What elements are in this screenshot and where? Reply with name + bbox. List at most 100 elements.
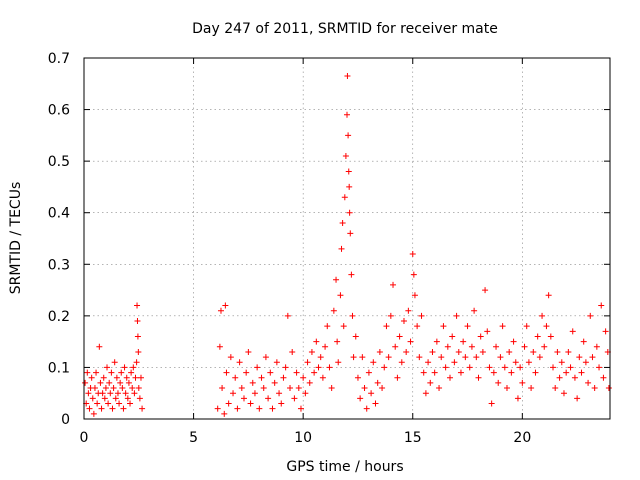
data-point [89,395,96,402]
data-point [352,333,359,340]
data-point [442,364,449,371]
data-point [82,379,89,386]
x-tick-label: 0 [80,430,89,446]
data-point [508,369,515,376]
data-point [135,348,142,355]
data-point [521,343,528,350]
data-point [400,318,407,325]
data-point [602,328,609,335]
data-point [422,390,429,397]
data-point [91,385,98,392]
data-point [278,400,285,407]
data-point [525,359,532,366]
data-point [223,369,230,376]
data-point [405,307,412,314]
data-point [245,348,252,355]
y-tick-label: 0.3 [48,257,70,273]
data-point [127,400,134,407]
x-tick-label: 20 [513,430,531,446]
data-point [578,369,585,376]
data-point [457,369,464,376]
data-point [118,369,125,376]
data-point [291,395,298,402]
data-point [591,385,598,392]
data-point [88,374,95,381]
data-point [379,385,386,392]
data-point [243,369,250,376]
data-point [105,400,112,407]
data-point [94,400,101,407]
data-point [359,354,366,361]
data-point [107,390,114,397]
data-point [390,281,397,288]
data-point [376,348,383,355]
data-point [258,374,265,381]
data-point [460,338,467,345]
data-point [420,369,427,376]
data-point [580,338,587,345]
data-point [338,245,345,252]
data-point [104,364,111,371]
data-point [330,307,337,314]
data-point [462,354,469,361]
y-tick-label: 0.6 [48,103,70,119]
data-point [587,312,594,319]
data-point [438,354,445,361]
data-point [556,374,563,381]
data-point [121,364,128,371]
data-point [344,111,350,118]
data-point [131,390,138,397]
data-point [383,323,390,330]
data-point [560,390,567,397]
data-point [293,369,300,376]
data-point [547,333,554,340]
data-point [101,395,108,402]
data-point [374,379,381,386]
data-point [455,348,462,355]
data-point [262,354,269,361]
data-point [287,385,294,392]
data-point [563,369,570,376]
data-point [410,271,417,278]
data-point [398,359,405,366]
data-point [112,395,119,402]
data-point [319,374,326,381]
data-point [585,379,592,386]
data-point [273,359,280,366]
data-point [387,312,394,319]
data-point [289,348,296,355]
data-point [122,390,129,397]
data-point [129,385,136,392]
data-point [96,343,103,350]
data-point [109,405,116,412]
data-point [106,379,113,386]
data-point [453,312,460,319]
data-point [484,328,491,335]
data-point [134,333,141,340]
data-point [297,405,304,412]
data-point [468,343,475,350]
data-point [328,385,335,392]
data-point [349,312,356,319]
data-point [403,348,410,355]
data-point [276,390,283,397]
data-point [514,395,521,402]
data-point [381,364,388,371]
data-point [354,374,361,381]
data-point [477,333,484,340]
data-point [545,292,552,299]
data-point [409,250,416,257]
data-point [326,364,333,371]
data-point [475,374,482,381]
data-point [90,410,97,417]
data-point [433,338,440,345]
y-tick-label: 0.7 [48,51,70,67]
data-point [576,354,583,361]
data-point [436,385,443,392]
data-point [488,400,495,407]
data-point [411,292,418,299]
data-point [219,385,226,392]
data-point [543,323,550,330]
data-point [265,395,272,402]
data-point [440,323,447,330]
